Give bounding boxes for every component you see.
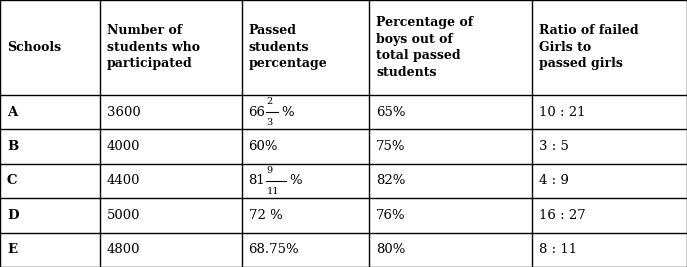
Text: 9: 9 (267, 166, 273, 175)
Text: 76%: 76% (376, 209, 406, 222)
Text: A: A (7, 105, 17, 119)
Text: 4800: 4800 (107, 243, 140, 256)
Text: Schools: Schools (7, 41, 61, 54)
Text: %: % (289, 174, 302, 187)
Text: 16 : 27: 16 : 27 (539, 209, 585, 222)
Text: 11: 11 (267, 187, 279, 195)
Text: Number of
students who
participated: Number of students who participated (107, 24, 200, 70)
Text: 4400: 4400 (107, 174, 140, 187)
Text: %: % (281, 105, 293, 119)
Text: 3600: 3600 (107, 105, 141, 119)
Text: 4 : 9: 4 : 9 (539, 174, 568, 187)
Text: 60%: 60% (249, 140, 278, 153)
Text: B: B (7, 140, 18, 153)
Text: 80%: 80% (376, 243, 405, 256)
Text: 5000: 5000 (107, 209, 140, 222)
Text: 81: 81 (249, 174, 265, 187)
Text: Passed
students
percentage: Passed students percentage (249, 24, 327, 70)
Text: 3 : 5: 3 : 5 (539, 140, 568, 153)
Text: Ratio of failed
Girls to
passed girls: Ratio of failed Girls to passed girls (539, 24, 638, 70)
Text: 65%: 65% (376, 105, 406, 119)
Text: 4000: 4000 (107, 140, 140, 153)
Text: 3: 3 (267, 118, 273, 127)
Text: 10 : 21: 10 : 21 (539, 105, 585, 119)
Text: 2: 2 (267, 97, 273, 106)
Text: 75%: 75% (376, 140, 406, 153)
Text: 82%: 82% (376, 174, 405, 187)
Text: Percentage of
boys out of
total passed
students: Percentage of boys out of total passed s… (376, 16, 473, 79)
Text: 66: 66 (249, 105, 266, 119)
Text: C: C (7, 174, 17, 187)
Text: 8 : 11: 8 : 11 (539, 243, 576, 256)
Text: E: E (7, 243, 17, 256)
Text: D: D (7, 209, 19, 222)
Text: 72 %: 72 % (249, 209, 282, 222)
Text: 68.75%: 68.75% (249, 243, 299, 256)
